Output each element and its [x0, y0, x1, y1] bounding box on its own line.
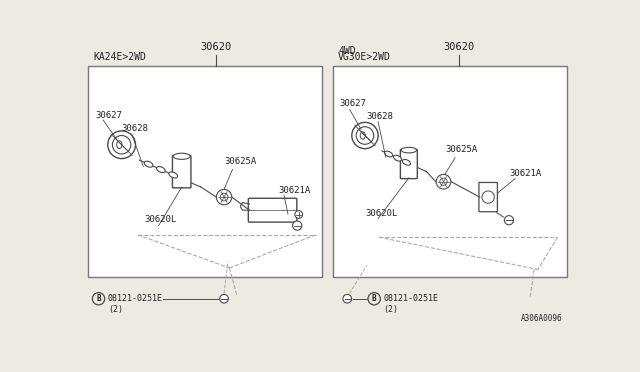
Text: 30625A: 30625A: [445, 145, 477, 154]
Ellipse shape: [173, 153, 190, 159]
Ellipse shape: [169, 172, 177, 178]
Text: 30620L: 30620L: [145, 215, 177, 224]
Bar: [88, 66, 322, 277]
Circle shape: [216, 189, 232, 205]
Text: 30628: 30628: [122, 124, 148, 133]
Text: 4WD: 4WD: [338, 46, 356, 56]
Text: 08121-0251E: 08121-0251E: [108, 294, 163, 303]
Text: VG30E>2WD: VG30E>2WD: [338, 52, 391, 62]
Text: 30627: 30627: [95, 111, 122, 120]
Text: 30620: 30620: [444, 42, 474, 52]
FancyBboxPatch shape: [248, 198, 297, 222]
Ellipse shape: [157, 167, 165, 173]
Bar: [333, 66, 566, 277]
Ellipse shape: [394, 155, 401, 161]
Circle shape: [343, 294, 351, 303]
Ellipse shape: [385, 151, 393, 157]
Text: 30620L: 30620L: [365, 209, 397, 218]
Text: 30621A: 30621A: [278, 186, 310, 195]
Ellipse shape: [144, 161, 153, 167]
Ellipse shape: [401, 147, 417, 153]
FancyBboxPatch shape: [401, 150, 417, 179]
FancyBboxPatch shape: [479, 183, 497, 212]
Text: (2): (2): [383, 305, 399, 314]
Circle shape: [504, 216, 513, 225]
Circle shape: [436, 174, 451, 189]
FancyBboxPatch shape: [172, 155, 191, 188]
Ellipse shape: [403, 160, 410, 165]
Text: 30625A: 30625A: [224, 157, 256, 166]
Circle shape: [295, 211, 303, 218]
Circle shape: [292, 221, 302, 230]
Text: 30627: 30627: [340, 99, 367, 108]
Text: B: B: [372, 294, 376, 303]
Text: A306A0096: A306A0096: [521, 314, 563, 323]
Text: 30621A: 30621A: [509, 169, 542, 177]
Text: 30620: 30620: [201, 42, 232, 52]
Circle shape: [220, 294, 228, 303]
Text: 30628: 30628: [367, 112, 394, 121]
Text: B: B: [96, 294, 101, 303]
Text: 08121-0251E: 08121-0251E: [383, 294, 438, 303]
Text: KA24E>2WD: KA24E>2WD: [93, 52, 146, 62]
Text: (2): (2): [108, 305, 123, 314]
